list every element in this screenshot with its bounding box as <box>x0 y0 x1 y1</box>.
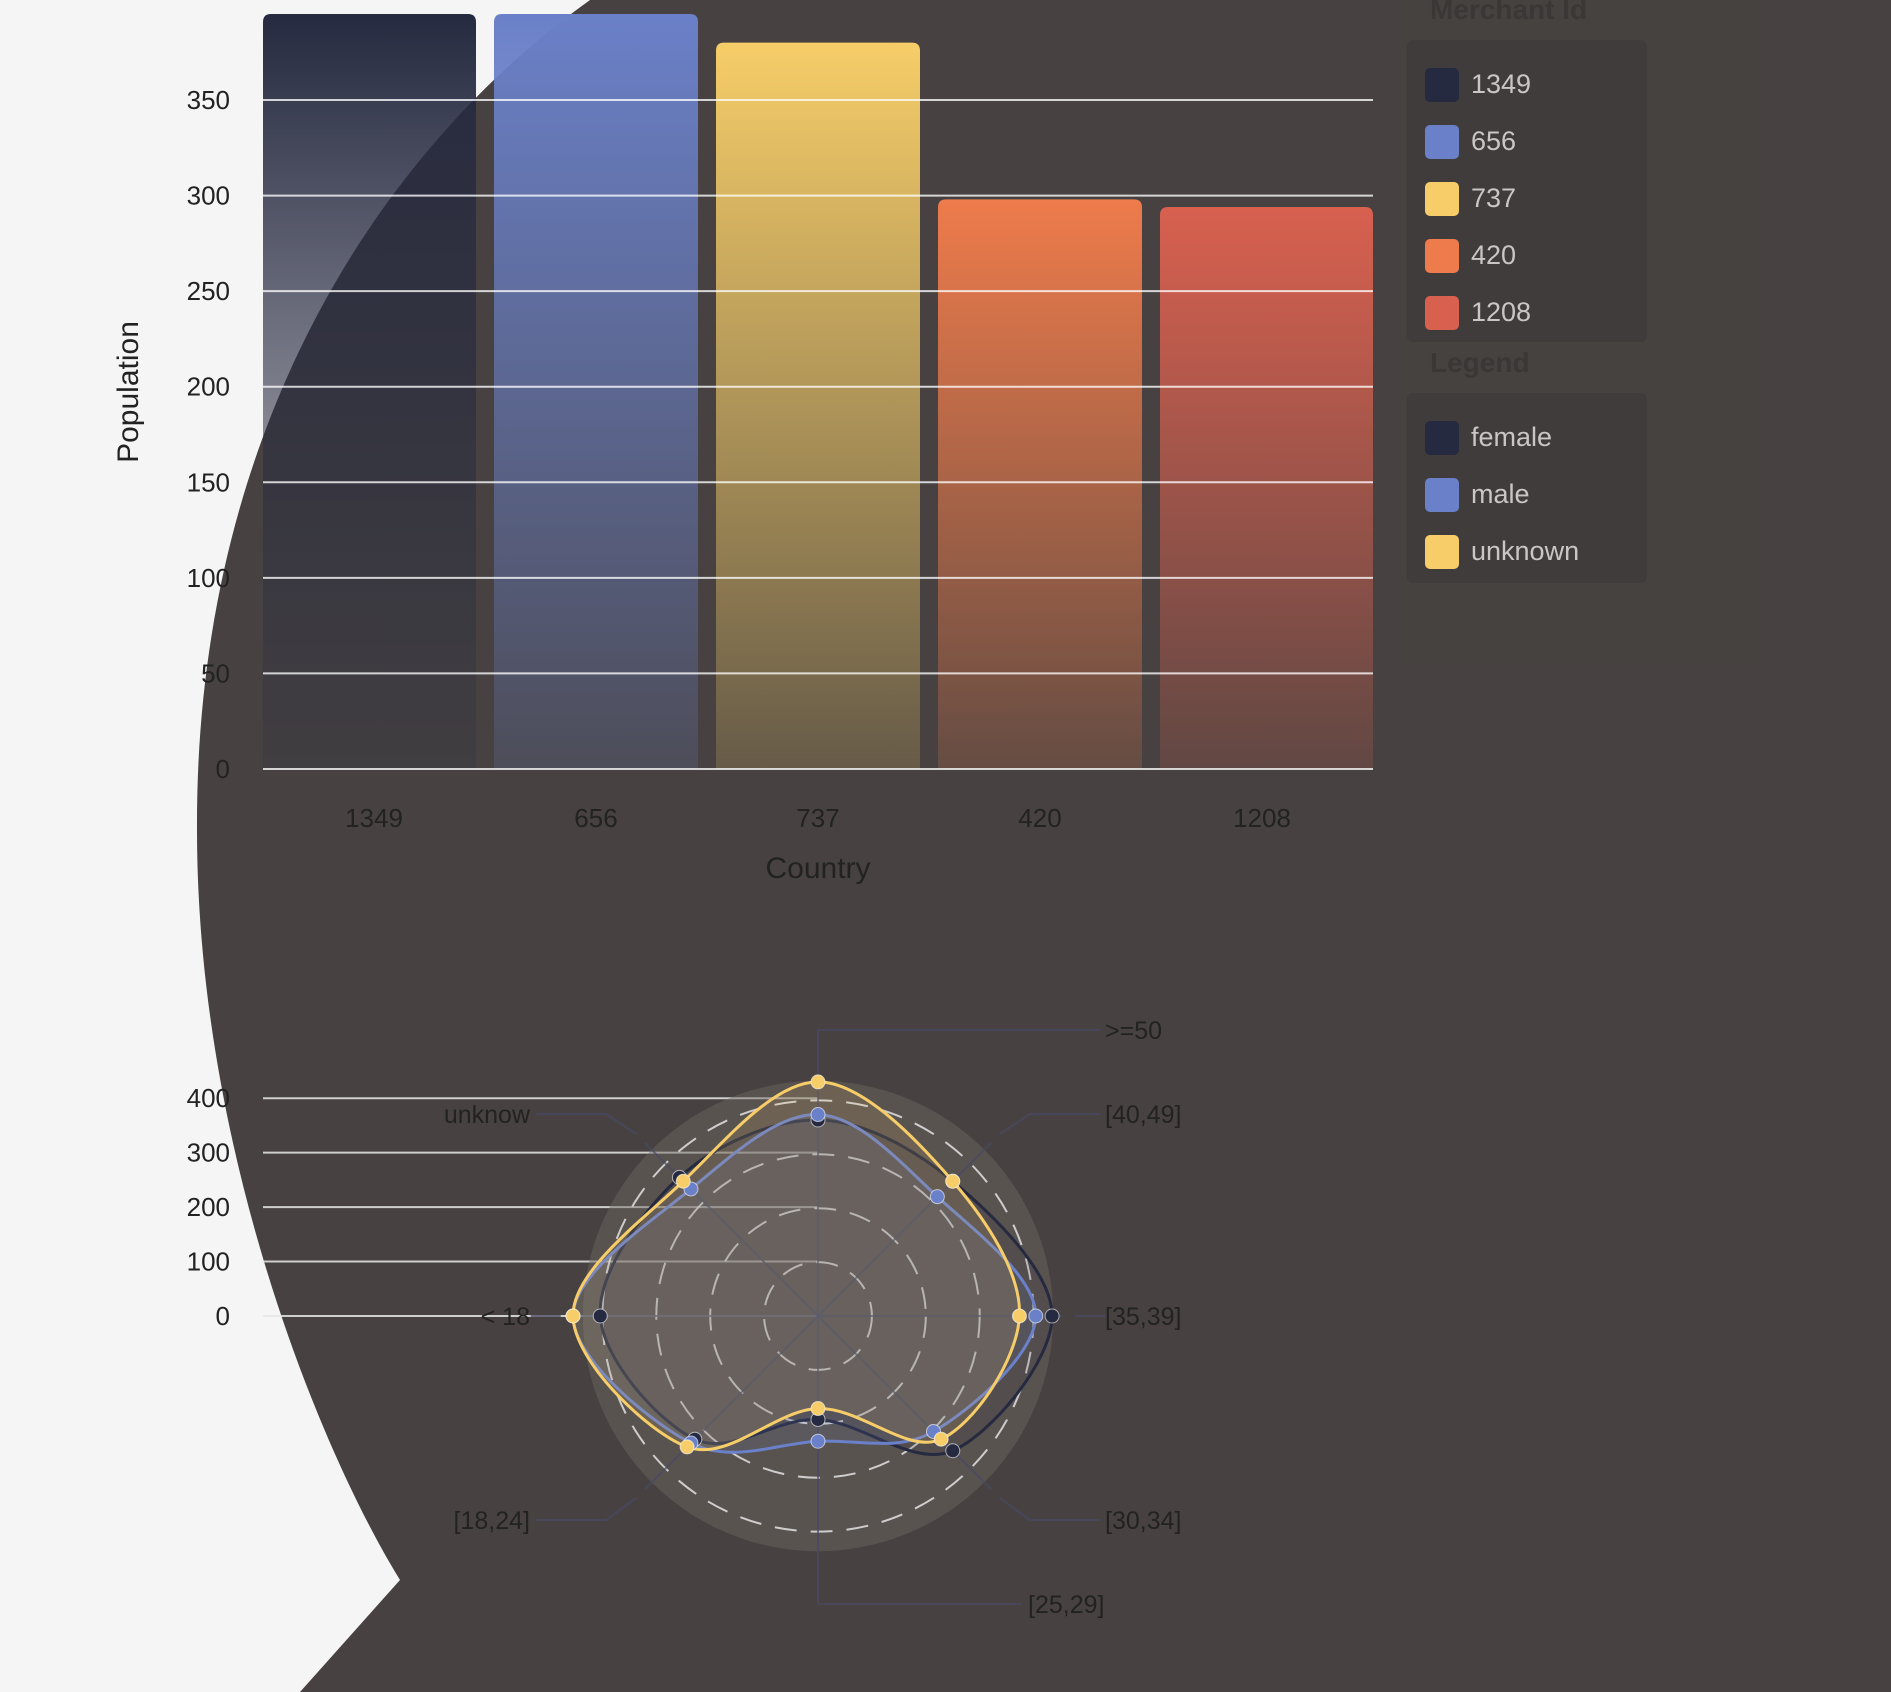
legend-label: unknown <box>1471 536 1580 566</box>
bar[interactable] <box>263 14 476 769</box>
radar-point[interactable] <box>810 1433 826 1449</box>
radar-point[interactable] <box>565 1308 581 1324</box>
bar[interactable] <box>716 42 920 769</box>
radar-leader-line <box>999 1497 1100 1521</box>
legend-swatch <box>1425 295 1459 330</box>
gender-legend-item[interactable]: unknown <box>1407 523 1647 580</box>
merchant-legend-item[interactable]: 420 <box>1407 227 1647 284</box>
legend-swatch <box>1425 534 1459 569</box>
radar-point[interactable] <box>810 1074 826 1090</box>
radar-leader-line <box>536 1113 637 1135</box>
gender-legend: female male unknown <box>1407 393 1647 583</box>
merchant-legend: 1349 656 737 420 1208 <box>1407 40 1647 342</box>
radar-leader-line <box>817 1561 1022 1605</box>
y-tick-label: 200 <box>187 372 230 402</box>
legend-swatch <box>1425 238 1459 273</box>
y-tick-label: 100 <box>187 563 230 593</box>
radar-point[interactable] <box>933 1431 949 1447</box>
bar[interactable] <box>938 199 1142 770</box>
radar-leader-line <box>817 1029 1100 1071</box>
y-tick-label: 50 <box>201 658 230 688</box>
x-tick-label: 737 <box>796 803 839 833</box>
radar-leader-line <box>999 1113 1100 1135</box>
legend-swatch <box>1425 181 1459 216</box>
radar-point[interactable] <box>1011 1308 1027 1324</box>
radar-axis-label: [30,34] <box>1105 1507 1181 1535</box>
y-tick-label: 250 <box>187 276 230 306</box>
radar-axis-label: < 18 <box>481 1303 530 1331</box>
bar[interactable] <box>494 14 698 769</box>
y-tick-label: 300 <box>187 181 230 211</box>
radar-spoke <box>644 1315 819 1490</box>
merchant-legend-item[interactable]: 1349 <box>1407 56 1647 113</box>
radar-point[interactable] <box>929 1189 945 1205</box>
r-tick-label: 300 <box>187 1138 230 1168</box>
radar-point[interactable] <box>679 1439 695 1455</box>
legend-label: 656 <box>1471 126 1517 156</box>
legend-swatch <box>1425 477 1459 512</box>
gender-legend-item[interactable]: male <box>1407 466 1647 523</box>
legend-swatch <box>1425 124 1459 159</box>
legend-label: 1208 <box>1471 297 1532 327</box>
bar[interactable] <box>1160 207 1373 769</box>
radar-axis-label: >=50 <box>1105 1017 1162 1045</box>
merchant-legend-item[interactable]: 656 <box>1407 113 1647 170</box>
x-tick-label: 420 <box>1018 803 1061 833</box>
x-tick-label: 1349 <box>345 803 403 833</box>
radar-axis-label: unknow <box>444 1101 531 1129</box>
y-tick-label: 0 <box>216 754 230 784</box>
r-tick-label: 200 <box>187 1192 230 1222</box>
legend-swatch <box>1425 420 1459 455</box>
r-tick-label: 400 <box>187 1083 230 1113</box>
radar-point[interactable] <box>810 1107 826 1123</box>
radar-axis-label: [25,29] <box>1028 1591 1104 1619</box>
radar-spoke <box>817 1315 992 1490</box>
radar-point[interactable] <box>810 1401 826 1417</box>
radar-point[interactable] <box>592 1308 608 1324</box>
radar-axis-label: [40,49] <box>1105 1101 1181 1129</box>
y-axis-label: Population <box>112 321 145 463</box>
legend-label: female <box>1471 422 1553 452</box>
merchant-legend-item[interactable]: 1208 <box>1407 284 1647 341</box>
radar-point[interactable] <box>1028 1308 1044 1324</box>
radar-point[interactable] <box>675 1173 691 1189</box>
radar-leader-line <box>536 1497 637 1521</box>
x-tick-label: 1208 <box>1233 803 1291 833</box>
radar-point[interactable] <box>945 1173 961 1189</box>
x-axis-label: Country <box>765 852 870 885</box>
legend-label: 737 <box>1471 183 1517 213</box>
r-tick-label: 100 <box>187 1247 230 1277</box>
bar-chart: 0 50 100 150 200 250 300 350 1349 656 737 420 1208 Co… <box>112 14 1373 885</box>
gender-legend-item[interactable]: female <box>1407 409 1647 466</box>
radar-point[interactable] <box>945 1443 961 1459</box>
gender-legend-title: Legend <box>1430 347 1530 378</box>
radar-spoke <box>817 1142 992 1317</box>
radar-axis-label: [18,24] <box>454 1507 530 1535</box>
legend-label: 420 <box>1471 240 1517 270</box>
y-tick-label: 150 <box>187 467 230 497</box>
radar-spoke <box>644 1142 819 1317</box>
legend-label: 1349 <box>1471 69 1532 99</box>
radar-point[interactable] <box>1044 1308 1060 1324</box>
r-tick-label: 0 <box>216 1301 230 1331</box>
merchant-legend-title: Merchant Id <box>1430 0 1588 25</box>
radar-axis-label: [35,39] <box>1105 1303 1181 1331</box>
y-tick-label: 350 <box>187 85 230 115</box>
x-tick-label: 656 <box>574 803 617 833</box>
legend-label: male <box>1471 479 1530 509</box>
merchant-legend-item[interactable]: 737 <box>1407 170 1647 227</box>
legend-swatch <box>1425 67 1459 102</box>
